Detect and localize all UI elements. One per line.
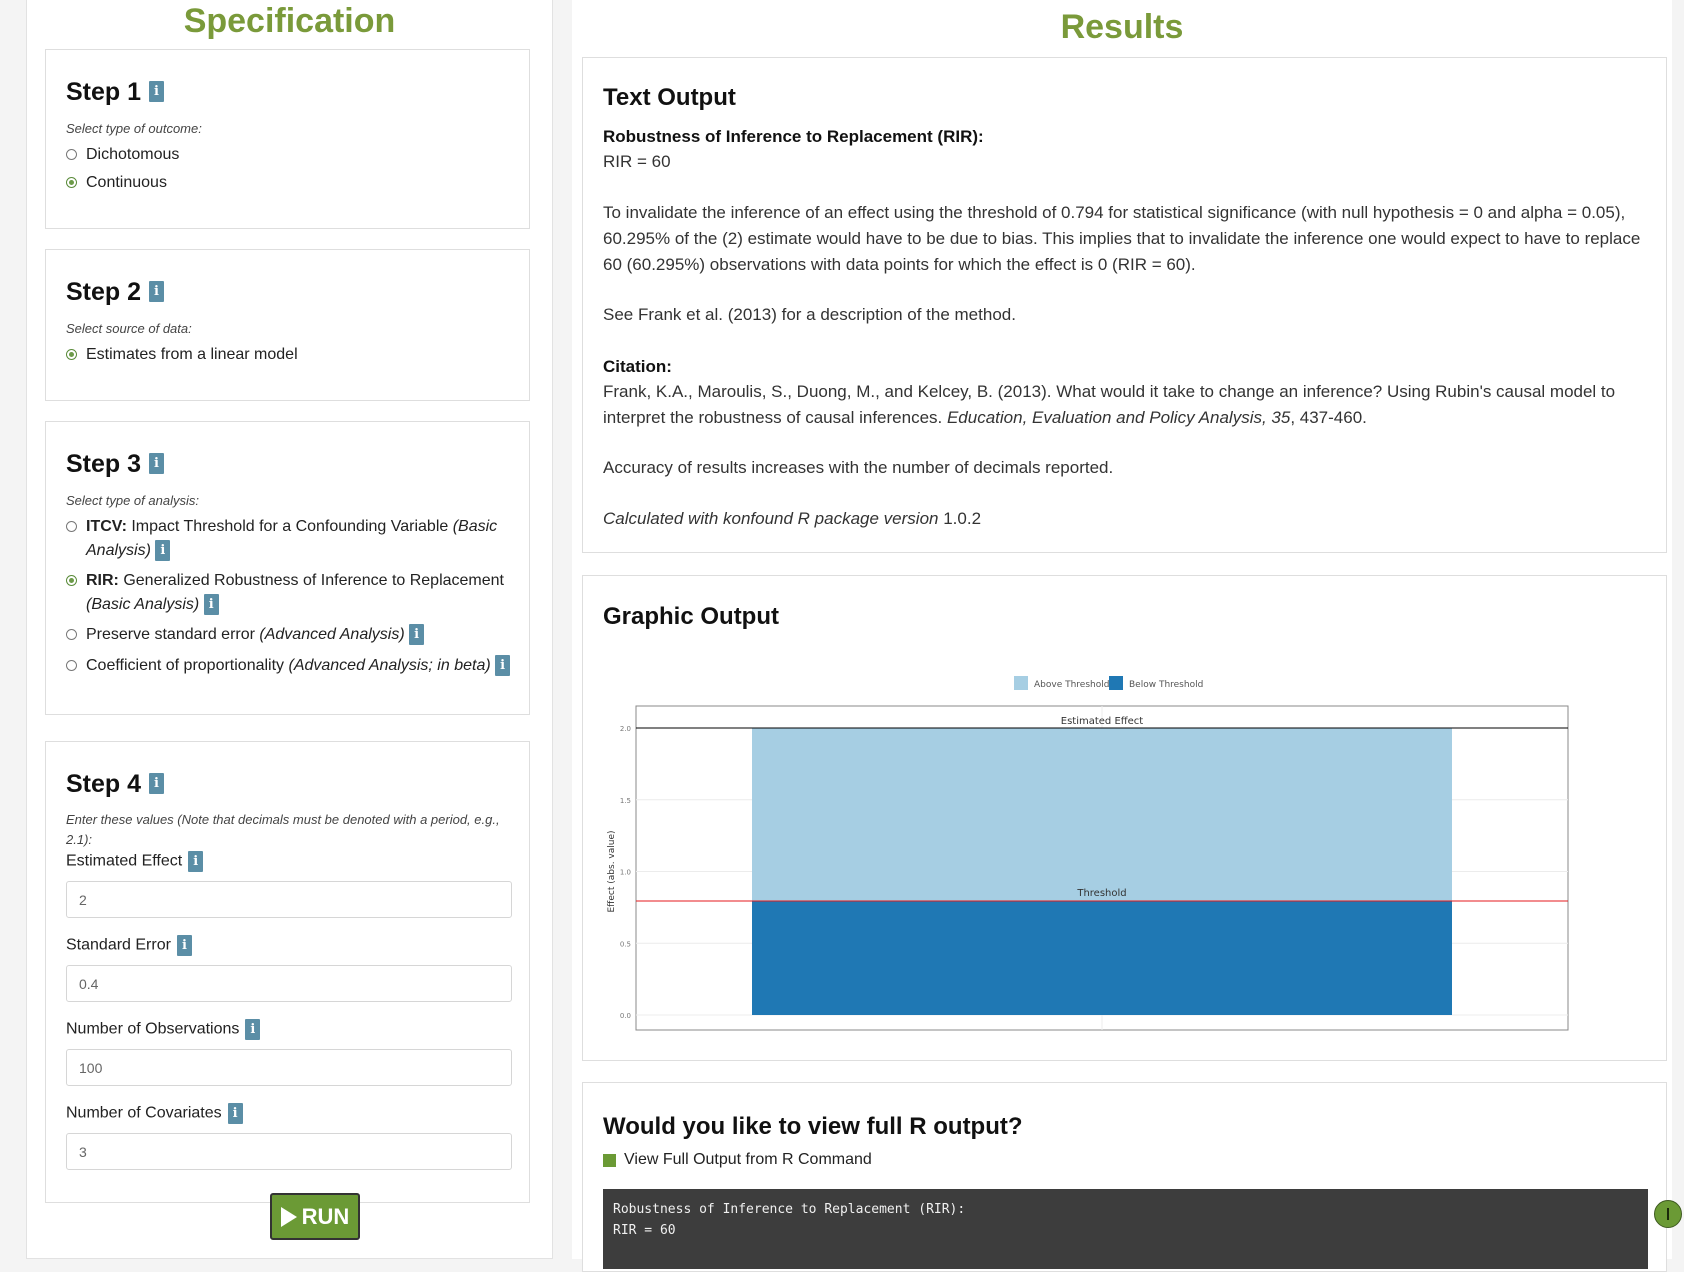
accuracy-note: Accuracy of results increases with the n… (603, 458, 1114, 477)
results-title: Results (1060, 8, 1184, 46)
step1-hint: Select type of outcome: (66, 121, 202, 136)
legend-swatch (1109, 676, 1123, 690)
rir-heading: Robustness of Inference to Replacement (… (603, 127, 984, 146)
info-icon[interactable]: i (245, 1019, 261, 1040)
help-button[interactable] (1654, 1200, 1682, 1228)
full-output-checkbox[interactable]: View Full Output from R Command (603, 1151, 872, 1169)
step4-hint: Enter these values (Note that decimals m… (66, 812, 500, 847)
radio-circle-checked[interactable] (66, 177, 77, 188)
observations-input[interactable] (66, 1049, 512, 1086)
play-icon (280, 1206, 297, 1227)
citation-heading: Citation: (603, 357, 672, 376)
text-output-title: Text Output (603, 84, 736, 111)
graphic-output-title: Graphic Output (603, 603, 779, 630)
full-output-card: Would you like to view full R output? Vi… (582, 1082, 1667, 1272)
step2-hint: Select source of data: (66, 321, 192, 336)
info-icon[interactable]: i (149, 772, 165, 794)
observations-label: Number of Observations i (66, 1019, 261, 1040)
bar-above-threshold (752, 728, 1452, 902)
y-tick-label: 0.5 (620, 940, 631, 948)
radio-rir[interactable]: RIR: Generalized Robustness of Inference… (66, 569, 521, 617)
radio-continuous[interactable]: Continuous (66, 171, 521, 195)
legend-swatch (1014, 676, 1028, 690)
info-icon[interactable]: i (149, 280, 165, 302)
estimated-effect-label: Estimated Effect i (66, 851, 204, 872)
info-icon[interactable]: i (188, 851, 204, 872)
package-version: Calculated with konfound R package versi… (603, 509, 982, 528)
info-icon[interactable]: i (149, 452, 165, 474)
info-icon[interactable]: i (409, 624, 425, 646)
radio-circle-checked[interactable] (66, 349, 77, 360)
help-icon (1667, 1208, 1669, 1220)
info-icon[interactable]: i (227, 1103, 243, 1124)
radio-circle-checked[interactable] (66, 575, 77, 586)
y-tick-label: 1.0 (620, 869, 631, 877)
estimated-effect-label: Estimated Effect (1061, 716, 1144, 727)
radio-circle[interactable] (66, 660, 77, 671)
threshold-label: Threshold (1076, 888, 1126, 899)
radio-dichotomous[interactable]: Dichotomous (66, 143, 521, 167)
citation-text: Frank, K.A., Maroulis, S., Duong, M., an… (603, 382, 1616, 427)
checkbox-checked[interactable] (603, 1153, 616, 1167)
info-icon[interactable]: i (203, 594, 219, 616)
standard-error-label: Standard Error i (66, 935, 192, 956)
step3-hint: Select type of analysis: (66, 493, 199, 508)
results-panel: Results Text Output Robustness of Infere… (572, 0, 1672, 1272)
covariates-label: Number of Covariates i (66, 1103, 243, 1124)
info-icon[interactable]: i (176, 935, 192, 956)
radio-linear-model[interactable]: Estimates from a linear model (66, 343, 521, 367)
specification-title: Specification (183, 2, 396, 40)
info-icon[interactable]: i (155, 540, 171, 562)
see-also-text: See Frank et al. (2013) for a descriptio… (603, 305, 1016, 324)
radio-preserve-se[interactable]: Preserve standard error (Advanced Analys… (66, 623, 521, 647)
radio-itcv[interactable]: ITCV: Impact Threshold for a Confounding… (66, 515, 521, 563)
y-axis-label: Effect (abs. value) (607, 830, 617, 912)
radio-circle[interactable] (66, 629, 77, 640)
info-icon[interactable]: i (495, 655, 511, 677)
standard-error-input[interactable] (66, 965, 512, 1002)
r-console-output: Robustness of Inference to Replacement (… (603, 1189, 1648, 1269)
covariates-input[interactable] (66, 1133, 512, 1170)
bar-below-threshold (752, 901, 1452, 1015)
y-tick-label: 1.5 (620, 797, 631, 805)
text-output-card: Text Output Robustness of Inference to R… (582, 57, 1667, 553)
radio-coefficient-proportionality[interactable]: Coefficient of proportionality (Advanced… (66, 654, 521, 678)
y-tick-label: 2.0 (620, 725, 631, 733)
rir-explanation: To invalidate the inference of an effect… (603, 203, 1641, 274)
legend-label: Above Threshold (1034, 680, 1109, 690)
graphic-output-card: Graphic Output Above Threshold Below Thre… (582, 575, 1667, 1061)
info-icon[interactable]: i (149, 80, 165, 102)
rir-value: RIR = 60 (603, 152, 671, 171)
y-tick-label: 0.0 (620, 1012, 631, 1020)
rir-bar-chart: Above Threshold Below Threshold Estimated … (607, 676, 1569, 1031)
run-button[interactable]: RUN (270, 1193, 360, 1240)
legend-label: Below Threshold (1129, 680, 1203, 690)
estimated-effect-input[interactable] (66, 881, 512, 918)
radio-circle[interactable] (66, 521, 77, 532)
radio-circle[interactable] (66, 149, 77, 160)
full-output-title: Would you like to view full R output? (603, 1113, 1023, 1140)
